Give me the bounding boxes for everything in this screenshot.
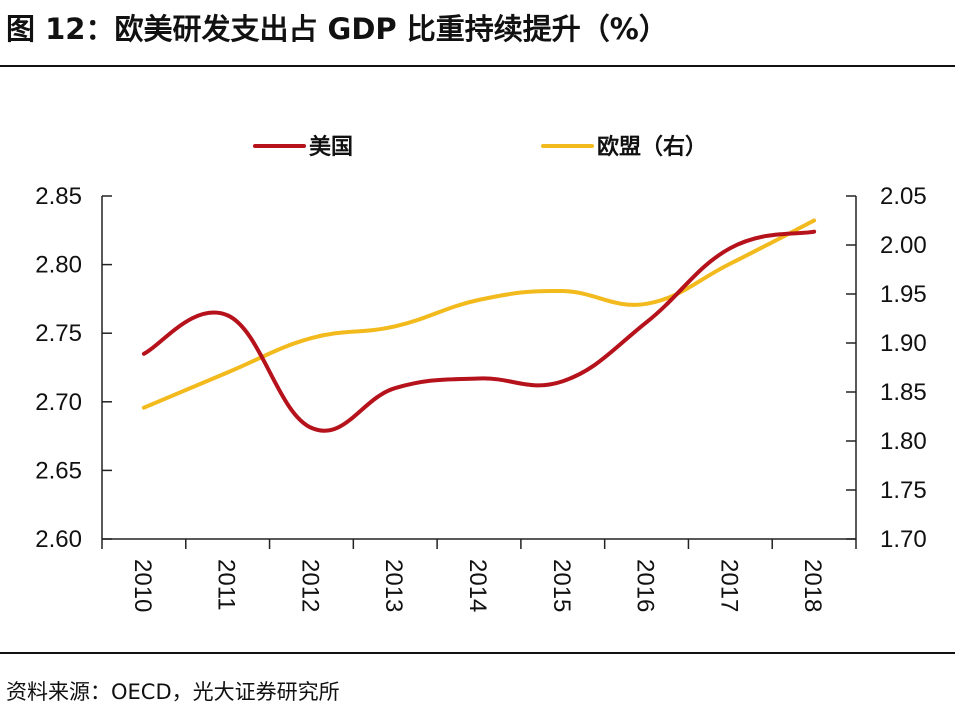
series-line-eu (141, 218, 817, 410)
right-axis-tick-label: 2.00 (880, 232, 927, 259)
x-axis-tick-label: 2010 (129, 559, 156, 612)
chart-title: 图 12：欧美研发支出占 GDP 比重持续提升（%） (6, 12, 668, 46)
top-divider (0, 65, 955, 67)
x-axis-tick-label: 2012 (296, 559, 323, 612)
x-axis-tick-label: 2013 (380, 559, 407, 612)
source-note: 资料来源：OECD，光大证券研究所 (6, 680, 340, 704)
left-axis-tick-label: 2.60 (35, 526, 82, 553)
x-axis-tick-label: 2017 (715, 559, 742, 612)
axes: 2.60 2.65 2.70 2.75 2.80 2.85 1.70 1.75 1.80 1.85… (35, 183, 926, 612)
left-axis-tick-label: 2.85 (35, 183, 82, 210)
right-axis-tick-label: 1.80 (880, 428, 927, 455)
left-axis-tick-label: 2.70 (35, 389, 82, 416)
x-axis-tick-label: 2011 (213, 559, 240, 611)
x-axis-tick-label: 2016 (632, 559, 659, 612)
right-axis-tick-label: 1.70 (880, 526, 927, 553)
series-line-us (141, 229, 817, 433)
right-axis-tick-label: 1.85 (880, 379, 927, 406)
right-axis-tick-label: 1.90 (880, 330, 927, 357)
series-lines (141, 218, 817, 433)
legend-label-eu: 欧盟（右） (597, 134, 707, 160)
right-axis-tick-label: 2.05 (880, 183, 927, 210)
x-axis-tick-label: 2018 (799, 559, 826, 612)
right-axis-tick-label: 1.95 (880, 281, 927, 308)
bottom-divider (0, 652, 955, 654)
legend: 美国 欧盟（右） (253, 134, 707, 160)
left-axis-tick-label: 2.80 (35, 252, 82, 279)
x-axis-tick-label: 2015 (548, 559, 575, 612)
right-axis-tick-label: 1.75 (880, 477, 927, 504)
x-axis-tick-label: 2014 (464, 559, 491, 612)
left-axis-tick-label: 2.75 (35, 320, 82, 347)
legend-label-us: 美国 (309, 134, 353, 160)
left-axis-tick-label: 2.65 (35, 457, 82, 484)
